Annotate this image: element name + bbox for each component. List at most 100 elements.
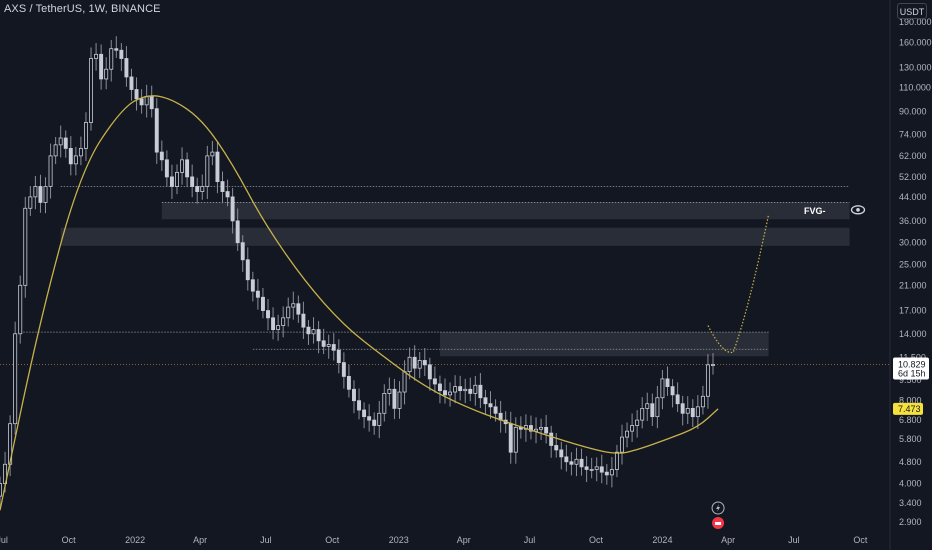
candle	[164, 150, 169, 187]
candle	[534, 417, 538, 444]
y-tick-label: 4.000	[899, 479, 922, 489]
candle-body	[362, 409, 367, 418]
candle	[690, 399, 695, 427]
ma-badge-value: 7.473	[898, 404, 921, 414]
candle-body	[432, 378, 437, 385]
candle-body	[372, 419, 377, 426]
candle	[367, 404, 372, 432]
candle-body	[260, 296, 265, 311]
projection-path	[707, 214, 770, 354]
symbol-header[interactable]: AXS / TetherUS, 1W, BINANCE	[4, 3, 161, 15]
candle	[357, 388, 362, 420]
candle	[695, 395, 700, 429]
candle-body	[104, 68, 109, 80]
candle-body	[195, 186, 200, 192]
x-tick-label: Apr	[457, 535, 471, 545]
candle	[260, 287, 265, 319]
candle-body	[139, 98, 144, 106]
candle-body	[245, 259, 250, 281]
candle	[119, 43, 124, 71]
candle-body	[271, 317, 276, 330]
price-axis[interactable]: 190.000 160.000 130.000 110.000 90.000 74.000…	[889, 0, 932, 550]
candle-body	[94, 53, 99, 59]
candle-body	[539, 426, 544, 430]
candle	[321, 328, 326, 355]
candle-body	[574, 458, 579, 465]
dotted-lines-layer	[20, 186, 850, 350]
candle	[448, 382, 453, 407]
candle-body	[341, 362, 346, 377]
candle-body	[159, 151, 164, 161]
candle	[291, 291, 296, 320]
candle-body	[377, 412, 382, 426]
candle-body	[129, 76, 134, 90]
candle-body	[321, 340, 326, 347]
x-tick-label: Oct	[589, 535, 604, 545]
candle	[488, 391, 493, 419]
candle	[478, 373, 483, 409]
y-tick-label: 130.000	[899, 62, 932, 72]
y-tick-label: 90.000	[899, 106, 927, 116]
candle-body	[392, 388, 397, 409]
candle-body	[190, 176, 195, 187]
candle	[635, 410, 640, 438]
candle	[53, 137, 58, 165]
candle	[114, 36, 119, 58]
candle-body	[53, 144, 58, 157]
candle	[387, 377, 392, 406]
candle-body	[367, 416, 372, 421]
candle-body	[169, 176, 174, 187]
candle	[124, 46, 129, 87]
candle-body	[589, 469, 594, 471]
candle-body	[144, 95, 149, 106]
candle-body	[38, 186, 43, 203]
candle-body	[230, 196, 235, 222]
candle	[650, 393, 655, 426]
x-tick-label: 2023	[389, 535, 409, 545]
candle	[301, 301, 306, 339]
candle-body	[630, 425, 635, 432]
candle	[43, 177, 48, 214]
candle-body	[685, 408, 690, 414]
candle	[599, 454, 604, 484]
candle-body	[210, 151, 215, 157]
moving-average-line	[0, 95, 719, 511]
lightning-bolt	[716, 504, 721, 512]
candle	[625, 422, 630, 448]
candle	[660, 369, 665, 410]
candle	[286, 297, 291, 327]
candle	[129, 68, 134, 101]
candle	[711, 353, 715, 375]
y-tick-label: 25.000	[899, 259, 927, 269]
candle	[362, 402, 367, 429]
currency-button[interactable]: USDT	[897, 3, 927, 19]
candle-body	[412, 356, 417, 369]
candle-body	[458, 386, 463, 392]
x-tick-label: Oct	[853, 535, 868, 545]
y-tick-label: 36.000	[899, 216, 927, 226]
price-badge-value: 10.829	[898, 359, 926, 369]
candle	[412, 345, 417, 381]
candle	[564, 444, 569, 472]
candle-body	[513, 426, 518, 453]
candle	[382, 384, 387, 422]
candle	[316, 321, 321, 354]
time-axis[interactable]: Jul Oct 2022 Apr Jul Oct 2023 Apr Jul Oct 2024 Apr J…	[0, 535, 868, 545]
y-tick-label: 30.000	[899, 238, 927, 248]
candle-body	[609, 469, 614, 476]
candle-body	[255, 290, 260, 298]
fvg-label: FVG-	[804, 206, 826, 216]
candle-body	[690, 408, 695, 418]
candles-layer	[0, 36, 715, 509]
candle-body	[175, 172, 179, 187]
candle	[346, 364, 351, 398]
chart-decor: FVG-	[711, 205, 866, 529]
candle-body	[311, 329, 316, 335]
candle-body	[48, 155, 53, 187]
candle	[68, 136, 73, 176]
candle-body	[700, 395, 705, 408]
candle	[427, 357, 432, 391]
price-badge	[893, 357, 929, 380]
